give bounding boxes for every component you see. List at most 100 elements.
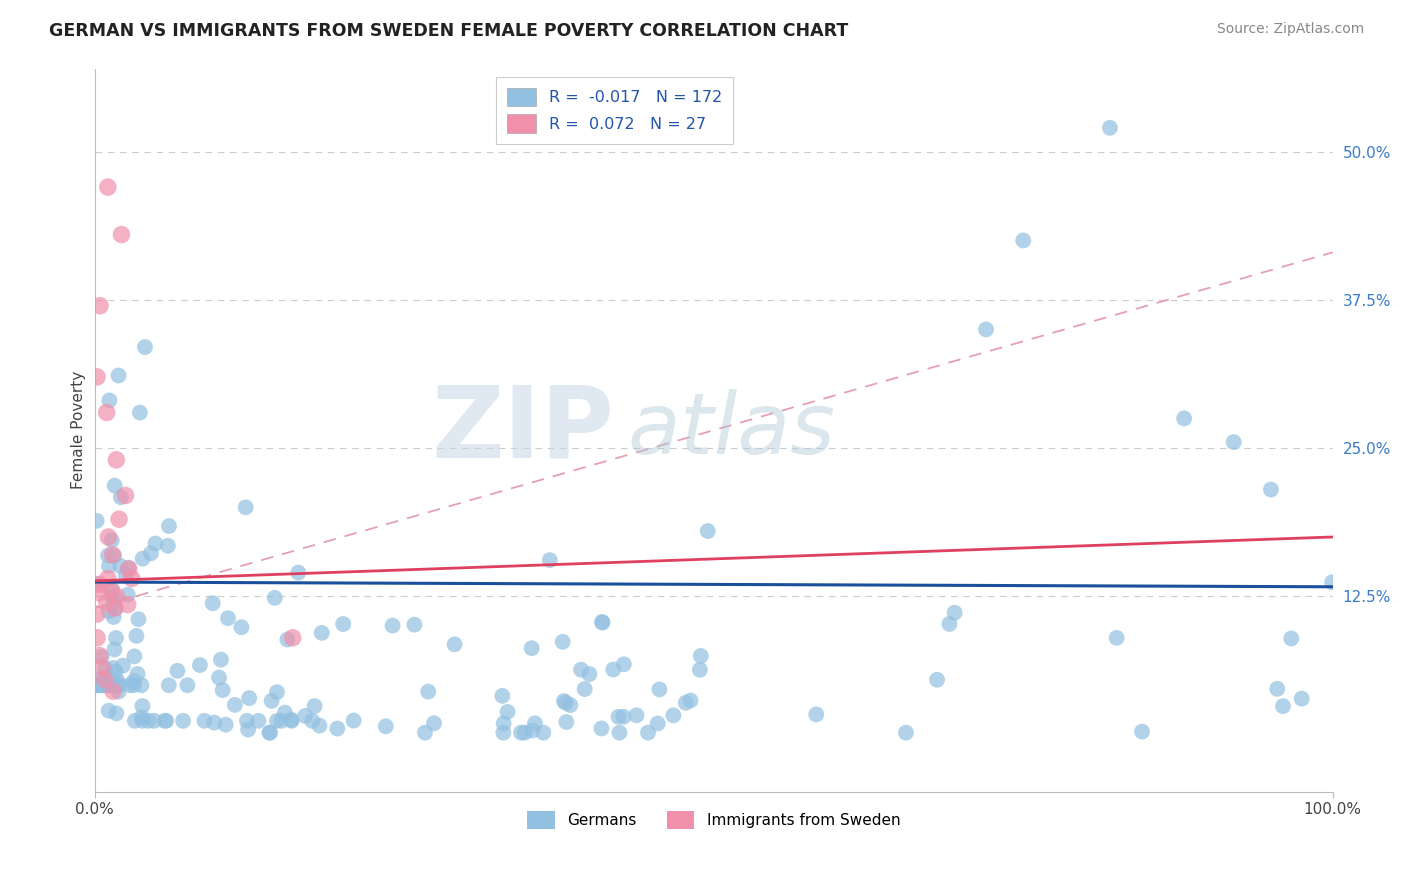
- Point: [125, 629, 148, 643]
- Point: [1320, 575, 1343, 590]
- Point: [97, 549, 120, 563]
- Point: [84, 577, 107, 591]
- Y-axis label: Female Poverty: Female Poverty: [72, 371, 86, 490]
- Point: [806, 707, 828, 722]
- Point: [522, 723, 544, 738]
- Point: [124, 714, 146, 728]
- Point: [215, 717, 238, 731]
- Point: [560, 698, 582, 712]
- Point: [235, 500, 257, 515]
- Point: [105, 453, 128, 467]
- Point: [155, 714, 177, 728]
- Point: [86, 607, 108, 621]
- Point: [103, 594, 125, 608]
- Point: [202, 715, 225, 730]
- Point: [491, 689, 513, 703]
- Point: [100, 673, 122, 687]
- Point: [609, 725, 631, 739]
- Point: [607, 710, 630, 724]
- Point: [114, 488, 136, 502]
- Legend: Germans, Immigrants from Sweden: Germans, Immigrants from Sweden: [522, 805, 907, 835]
- Point: [591, 615, 613, 629]
- Point: [97, 572, 120, 586]
- Point: [86, 678, 108, 692]
- Point: [118, 562, 141, 576]
- Point: [259, 725, 281, 739]
- Point: [107, 678, 129, 692]
- Point: [301, 714, 323, 728]
- Point: [157, 678, 180, 692]
- Point: [118, 678, 141, 692]
- Point: [413, 725, 436, 739]
- Point: [110, 558, 132, 573]
- Point: [938, 617, 960, 632]
- Point: [91, 660, 114, 674]
- Point: [193, 714, 215, 728]
- Point: [675, 696, 697, 710]
- Point: [524, 716, 547, 731]
- Point: [209, 652, 232, 666]
- Point: [86, 514, 108, 528]
- Point: [1279, 632, 1302, 646]
- Point: [943, 606, 966, 620]
- Point: [1105, 631, 1128, 645]
- Point: [100, 582, 122, 597]
- Point: [138, 714, 160, 728]
- Point: [260, 694, 283, 708]
- Text: atlas: atlas: [627, 389, 835, 472]
- Point: [1291, 691, 1313, 706]
- Point: [510, 725, 533, 739]
- Point: [326, 722, 349, 736]
- Point: [97, 604, 120, 618]
- Point: [274, 706, 297, 720]
- Point: [89, 577, 111, 591]
- Point: [626, 708, 648, 723]
- Point: [86, 678, 108, 692]
- Point: [613, 657, 636, 672]
- Point: [86, 631, 108, 645]
- Point: [553, 694, 575, 708]
- Point: [648, 682, 671, 697]
- Point: [1272, 699, 1295, 714]
- Point: [89, 585, 111, 599]
- Point: [103, 661, 125, 675]
- Point: [101, 591, 124, 605]
- Point: [139, 546, 162, 560]
- Point: [554, 696, 576, 710]
- Point: [591, 722, 613, 736]
- Text: ZIP: ZIP: [432, 382, 614, 479]
- Point: [520, 641, 543, 656]
- Point: [696, 524, 718, 538]
- Point: [122, 678, 145, 692]
- Point: [114, 568, 136, 582]
- Point: [89, 299, 111, 313]
- Point: [107, 368, 129, 383]
- Point: [280, 713, 302, 727]
- Point: [531, 725, 554, 739]
- Point: [974, 322, 997, 336]
- Point: [1130, 724, 1153, 739]
- Point: [96, 405, 118, 419]
- Point: [280, 714, 302, 728]
- Point: [93, 678, 115, 692]
- Point: [107, 673, 129, 688]
- Point: [105, 706, 128, 721]
- Point: [404, 617, 426, 632]
- Point: [122, 673, 145, 688]
- Point: [555, 714, 578, 729]
- Point: [94, 662, 117, 676]
- Point: [578, 667, 600, 681]
- Point: [128, 406, 150, 420]
- Point: [496, 705, 519, 719]
- Point: [224, 698, 246, 712]
- Point: [110, 227, 132, 242]
- Point: [108, 678, 131, 692]
- Point: [93, 673, 115, 687]
- Point: [86, 370, 108, 384]
- Point: [287, 566, 309, 580]
- Point: [127, 667, 149, 681]
- Point: [97, 530, 120, 544]
- Point: [247, 714, 270, 728]
- Point: [1260, 483, 1282, 497]
- Point: [131, 551, 153, 566]
